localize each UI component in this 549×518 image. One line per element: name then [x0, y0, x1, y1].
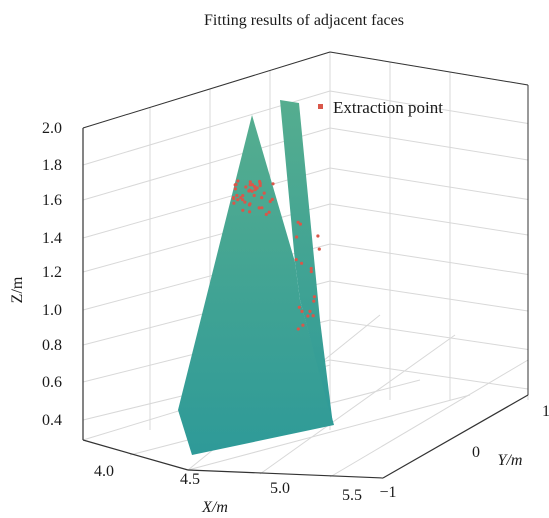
extraction-point — [295, 235, 299, 239]
y-axis-label: Y/m — [498, 452, 523, 469]
extraction-point — [296, 220, 300, 224]
z-tick-label: 0.4 — [42, 412, 62, 429]
box-edge — [329, 51, 529, 86]
x-axis-line — [82, 439, 189, 471]
extraction-point — [248, 202, 252, 206]
axes — [82, 51, 529, 479]
x-axis-line — [187, 469, 384, 479]
z-tick-label: 1.8 — [42, 157, 62, 174]
extraction-point — [244, 185, 248, 189]
z-tick-label: 1.0 — [42, 302, 62, 319]
extraction-point — [235, 193, 239, 198]
grid-line — [82, 203, 331, 273]
extraction-point — [257, 206, 261, 210]
z-axis-label: Z/m — [9, 276, 26, 303]
extraction-point — [296, 327, 300, 331]
grid-line — [329, 243, 529, 275]
extraction-point — [300, 309, 304, 313]
extraction-point — [267, 210, 271, 214]
y-tick-labels: −1 0 1 — [379, 403, 549, 501]
extraction-point — [317, 247, 321, 251]
z-tick-label: 1.4 — [42, 230, 62, 247]
z-tick-label: 0.6 — [42, 374, 62, 391]
extraction-point — [309, 266, 313, 271]
extraction-point — [234, 182, 238, 187]
z-tick-label: 2.0 — [42, 120, 62, 137]
chart-title: Fitting results of adjacent faces — [204, 12, 404, 29]
extraction-point — [243, 200, 247, 204]
extraction-point — [232, 201, 236, 205]
fitted-surfaces — [178, 100, 334, 455]
fitted-surface-left — [178, 115, 334, 455]
extraction-point — [258, 184, 262, 188]
grid-line — [329, 167, 529, 200]
x-tick-labels: 4.0 4.5 5.0 5.5 — [94, 463, 362, 504]
extraction-point — [255, 186, 259, 190]
extraction-point — [312, 299, 316, 303]
extraction-point — [297, 305, 301, 309]
grid-line — [329, 280, 529, 312]
legend: Extraction point — [318, 98, 443, 117]
extraction-point — [264, 212, 268, 216]
extraction-point — [233, 187, 237, 191]
extraction-point — [249, 183, 253, 187]
extraction-point — [252, 193, 256, 198]
extraction-point — [241, 194, 245, 198]
z-tick-label: 1.2 — [42, 264, 62, 281]
extraction-point — [298, 222, 302, 226]
z-tick-label: 0.8 — [42, 337, 62, 354]
extraction-point — [309, 270, 313, 274]
extraction-point — [316, 234, 320, 238]
legend-marker — [318, 104, 323, 109]
grid-line — [329, 359, 529, 478]
extraction-point — [236, 179, 240, 183]
extraction-point — [247, 189, 251, 193]
extraction-point — [239, 196, 243, 200]
extraction-point — [268, 199, 272, 204]
extraction-point — [271, 182, 275, 186]
y-tick-label: 1 — [542, 403, 549, 420]
extraction-point — [300, 261, 304, 265]
x-tick-label: 4.0 — [94, 463, 114, 480]
extraction-point — [262, 191, 266, 195]
extraction-point — [253, 185, 257, 189]
grid-line — [329, 90, 529, 124]
extraction-point — [248, 180, 252, 184]
extraction-point — [241, 198, 245, 202]
grid-line — [329, 127, 529, 161]
extraction-point — [258, 181, 262, 185]
grid-line — [329, 203, 529, 236]
grid-line — [329, 359, 529, 390]
extraction-point — [301, 323, 305, 327]
x-tick-label: 4.5 — [180, 471, 200, 488]
extraction-point — [248, 210, 252, 214]
y-tick-label: −1 — [379, 484, 396, 501]
grid-line — [329, 319, 529, 350]
extraction-point — [232, 196, 236, 201]
extraction-point — [260, 196, 264, 200]
extraction-point — [270, 197, 274, 201]
extraction-point — [294, 258, 298, 262]
extraction-points — [231, 179, 321, 331]
legend-label: Extraction point — [333, 98, 443, 117]
extraction-point — [236, 198, 240, 202]
x-tick-label: 5.0 — [270, 480, 290, 497]
grid-line — [259, 334, 456, 475]
extraction-point — [260, 206, 264, 210]
x-axis-label: X/m — [201, 499, 228, 516]
y-tick-label: 0 — [472, 444, 480, 461]
extraction-point — [312, 295, 316, 299]
z-tick-label: 1.6 — [42, 192, 62, 209]
extraction-point — [311, 314, 315, 318]
extraction-point — [241, 208, 245, 212]
extraction-point — [306, 314, 310, 318]
y-axis-line — [382, 394, 529, 479]
x-tick-label: 5.5 — [342, 487, 362, 504]
z-tick-labels: 2.0 1.8 1.6 1.4 1.2 1.0 0.8 0.6 0.4 — [42, 120, 62, 429]
grid-line — [187, 394, 471, 471]
box-edge — [82, 51, 331, 129]
fitted-surface-right — [280, 100, 333, 425]
extraction-point — [308, 309, 312, 313]
